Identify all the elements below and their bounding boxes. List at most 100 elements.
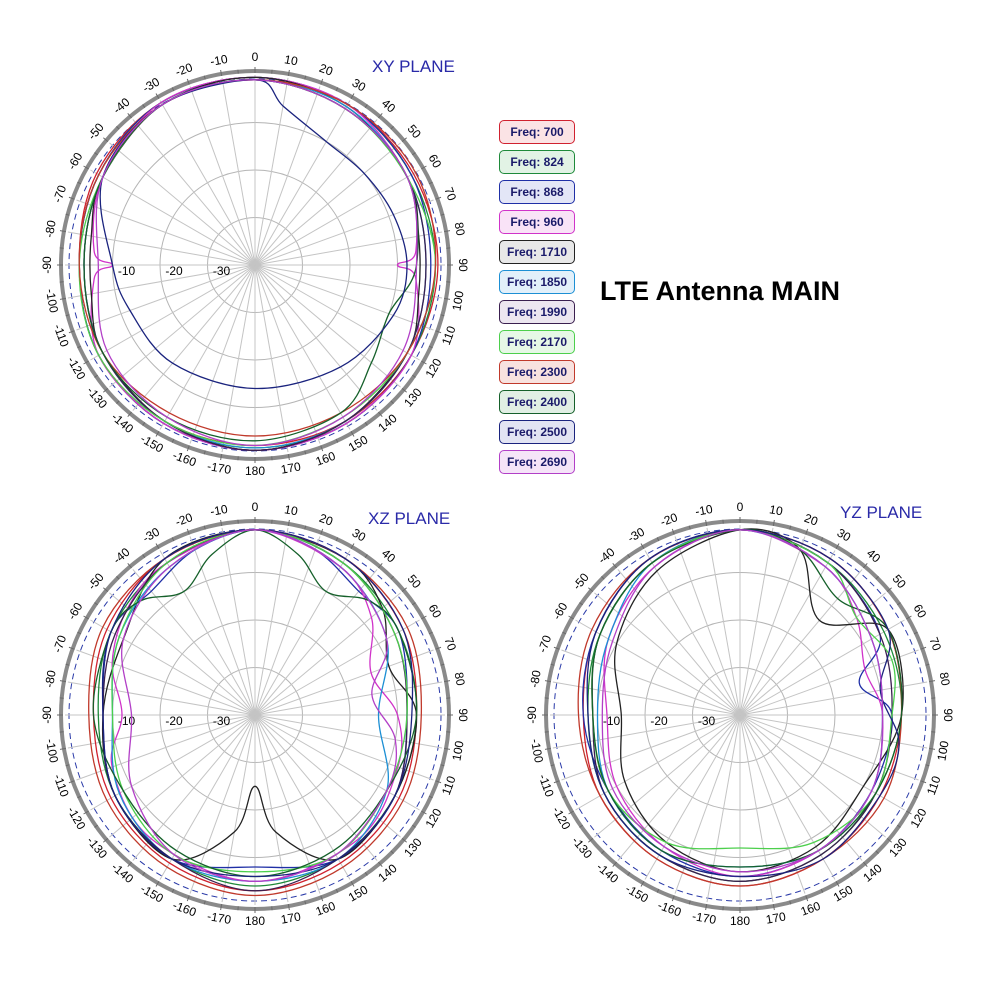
angle-tick-label: -20	[658, 510, 679, 529]
plane-title: XZ PLANE	[368, 509, 450, 528]
ring-tick	[320, 78, 324, 85]
angle-tick-label: 10	[283, 52, 299, 68]
polar-chart-1: 0 102030405060708090100110120130140150160…	[40, 50, 470, 478]
grid-spoke	[254, 714, 351, 880]
ring-tick	[920, 780, 927, 784]
ring-tick	[94, 152, 99, 156]
grid-spoke	[109, 264, 256, 388]
grid-spoke	[76, 649, 256, 716]
ring-tick	[640, 543, 645, 549]
ring-tick	[142, 104, 146, 109]
ring-tick	[568, 615, 574, 620]
ring-tick	[925, 663, 930, 666]
ring-tick	[364, 871, 368, 876]
ring-tick	[544, 747, 552, 750]
grid-spoke	[739, 569, 863, 716]
ring-tick	[688, 900, 691, 905]
ring-tick	[820, 537, 824, 542]
grid-spoke	[254, 619, 420, 716]
grid-spoke	[254, 264, 321, 444]
ring-tick	[77, 631, 82, 635]
angle-tick-label: 90	[941, 708, 955, 722]
ring-tick	[142, 871, 146, 876]
angle-tick-label: -80	[42, 669, 59, 689]
grid-spoke	[132, 569, 256, 716]
angle-tick-label: 180	[245, 914, 265, 928]
grid-spoke	[254, 681, 443, 716]
ring-tick	[390, 126, 394, 130]
ring-tick	[94, 602, 99, 606]
grid-spoke	[739, 681, 928, 716]
angle-tick-label: -70	[535, 633, 554, 654]
ring-tick	[335, 438, 339, 443]
angle-tick-label: -90	[40, 706, 54, 724]
ring-tick	[59, 230, 67, 233]
ring-tick	[171, 888, 175, 893]
grid-spoke	[739, 527, 774, 716]
ring-tick	[443, 230, 451, 233]
ring-tick	[203, 900, 206, 905]
grid-spoke	[739, 714, 774, 903]
ring-tick	[83, 360, 89, 365]
ring-tick	[443, 747, 451, 750]
grid-spoke	[254, 264, 289, 453]
ring-tick	[77, 795, 82, 799]
grid-spoke	[254, 264, 351, 430]
radial-tick-label: -10	[603, 714, 621, 728]
ring-tick	[411, 374, 416, 378]
ring-tick	[875, 576, 879, 580]
legend-item: Freq: 1850	[499, 270, 575, 294]
ring-tick	[428, 345, 433, 349]
angle-tick-label: 50	[405, 122, 425, 141]
polar-chart-2: 0 102030405060708090100110120130140150160…	[40, 500, 470, 928]
grid-spoke	[739, 714, 836, 880]
ring-tick	[335, 87, 339, 92]
grid-spoke	[739, 592, 886, 716]
ring-tick	[928, 747, 936, 750]
ring-tick	[287, 453, 290, 461]
angle-tick-label: -170	[691, 909, 717, 927]
ring-tick	[550, 764, 555, 767]
grid-spoke	[254, 527, 289, 716]
grid-spoke	[109, 714, 256, 838]
ring-tick	[428, 181, 433, 185]
angle-tick-label: 30	[350, 526, 369, 545]
angle-tick-label: -60	[65, 600, 86, 622]
grid-spoke	[132, 119, 256, 266]
grid-spoke	[739, 536, 806, 716]
ring-tick	[550, 663, 555, 666]
ring-tick	[350, 431, 355, 437]
ring-tick	[186, 445, 190, 452]
angle-tick-label: 20	[317, 511, 335, 529]
ring-tick	[142, 554, 146, 559]
ring-tick	[68, 780, 75, 784]
series-line-2300	[78, 79, 437, 437]
series-line-2170	[111, 529, 408, 873]
angle-tick-label: 70	[441, 185, 459, 203]
polar-chart-3: 0 102030405060708090100110120130140150160…	[525, 500, 955, 928]
grid-spoke	[189, 536, 256, 716]
ring-tick	[203, 75, 206, 80]
angle-tick-label: 0	[737, 500, 744, 514]
ring-tick	[612, 563, 617, 569]
angle-tick-label: 170	[765, 909, 787, 926]
angle-tick-label: -50	[85, 570, 107, 593]
angle-tick-label: -90	[40, 256, 54, 274]
ring-tick	[116, 576, 120, 580]
ring-tick	[335, 888, 339, 893]
series-line-2300	[88, 529, 423, 897]
ring-tick	[68, 646, 75, 650]
grid-spoke	[739, 550, 836, 716]
ring-tick	[364, 421, 368, 426]
angle-tick-label: -170	[206, 909, 232, 927]
grid-spoke	[552, 714, 741, 749]
ring-tick	[805, 528, 809, 535]
ring-tick	[705, 903, 708, 911]
grid-spoke	[674, 536, 741, 716]
ring-tick	[304, 525, 307, 530]
series-line-2500	[99, 79, 408, 390]
grid-spoke	[644, 550, 741, 716]
series-line-2400	[591, 528, 903, 868]
grid-spoke	[76, 264, 256, 331]
plane-title: YZ PLANE	[840, 503, 922, 522]
